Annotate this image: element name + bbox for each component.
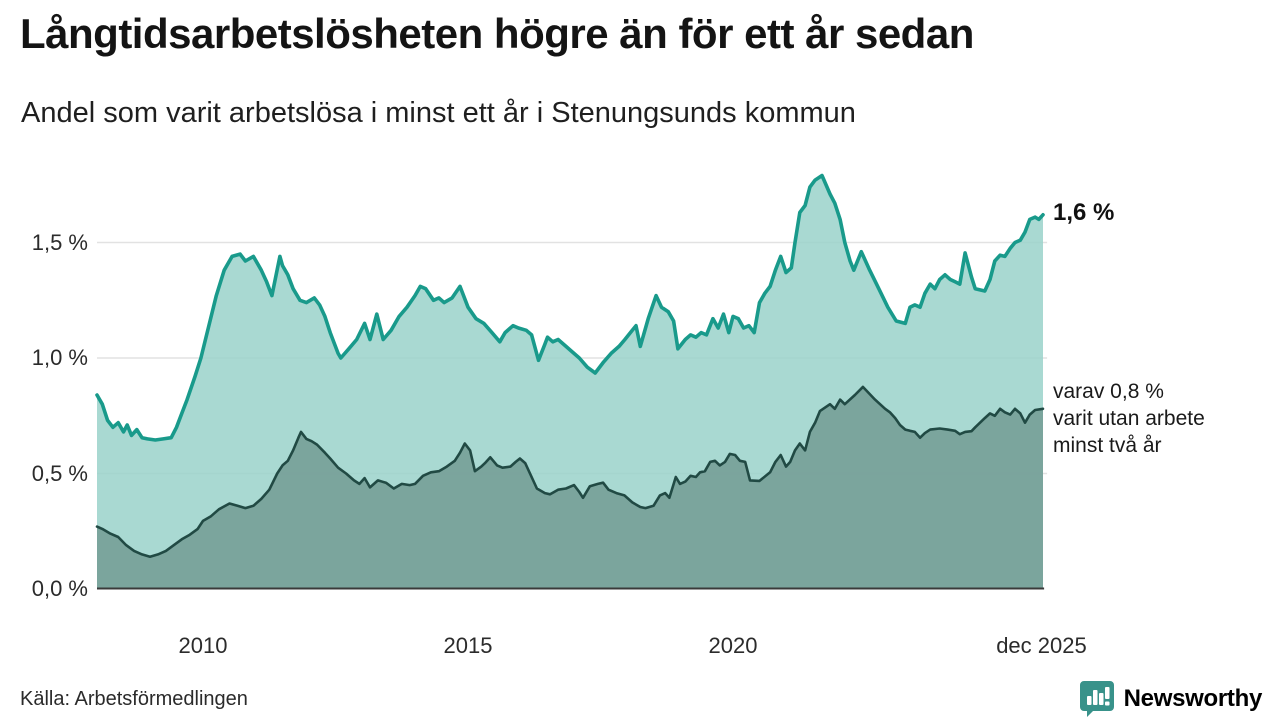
bar-chart-speech-bubble-icon (1079, 681, 1114, 717)
series1-end-value-label: 1,6 % (1053, 199, 1115, 226)
y-tick-label: 0,5 % (31, 460, 88, 486)
x-tick-label: dec 2025 (996, 633, 1087, 658)
series-1-line (95, 173, 1045, 442)
series-2-line (95, 385, 1045, 559)
source-caption: Källa: Arbetsförmedlingen (20, 688, 248, 710)
x-tick-label: 2010 (178, 633, 228, 658)
annotation-line-3: minst två år (1053, 434, 1162, 457)
annotation-line-1: varav 0,8 % (1053, 380, 1164, 403)
newsworthy-logo: Newsworthy (1079, 680, 1262, 717)
x-tick-label: 2020 (708, 633, 758, 658)
series2-end-value-label: varav 0,8 % varit utan arbete minst två … (1053, 378, 1205, 459)
newsworthy-wordmark: Newsworthy (1123, 684, 1263, 712)
y-tick-label: 1,5 % (31, 229, 88, 255)
annotation-line-2: varit utan arbete (1053, 407, 1205, 430)
x-tick-label: 2015 (443, 633, 493, 658)
y-tick-label: 1,0 % (31, 345, 88, 370)
chart-subtitle: Andel som varit arbetslösa i minst ett å… (21, 97, 856, 129)
chart-title: Långtidsarbetslösheten högre än för ett … (20, 10, 974, 57)
y-tick-label: 0,0 % (31, 576, 88, 601)
